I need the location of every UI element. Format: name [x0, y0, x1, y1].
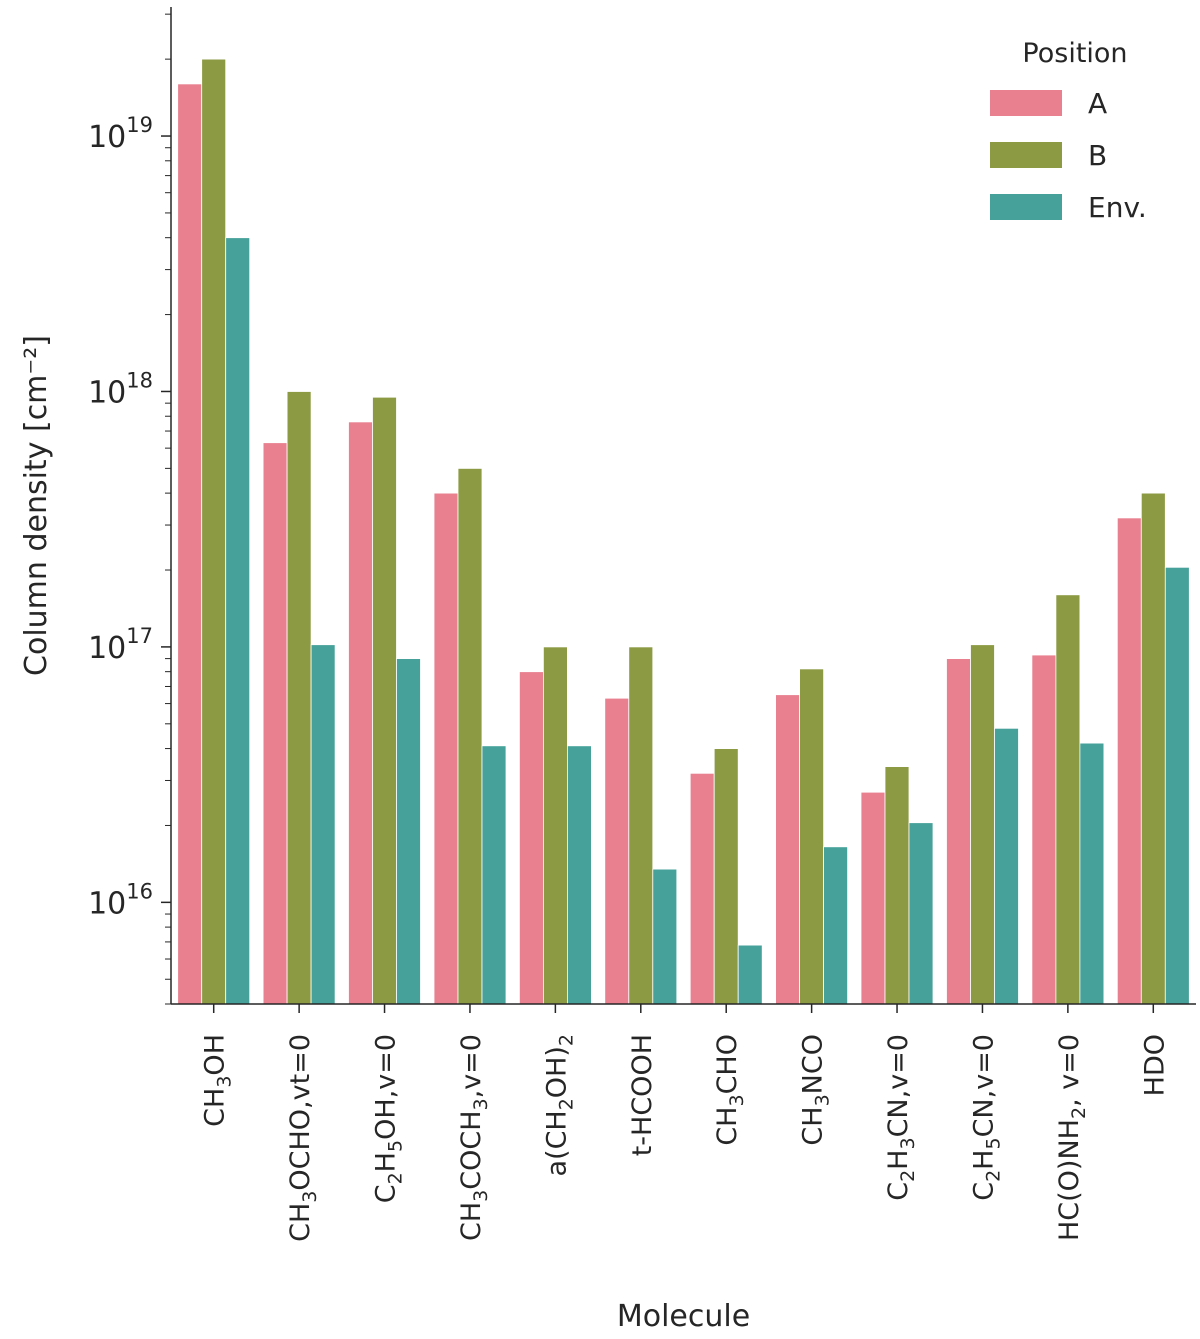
bar-b-7 [713, 748, 739, 1005]
bar-b-12 [1140, 492, 1166, 1005]
bar-b-2 [286, 391, 312, 1005]
x-tick-label: HC(O)NH2, v=0 [1054, 1034, 1090, 1241]
bar-a-3 [348, 421, 373, 1005]
bar-env-5 [567, 745, 592, 1005]
bar-env-11 [1079, 742, 1105, 1005]
bar-env-2 [310, 644, 336, 1005]
x-tick-label: CH3COCH3,v=0 [456, 1034, 492, 1241]
legend-swatch-3 [990, 194, 1062, 220]
x-axis-label: Molecule [617, 1299, 750, 1334]
bar-a-12 [1116, 517, 1142, 1005]
bar-b-11 [1055, 594, 1081, 1005]
legend-label-1: A [1088, 87, 1107, 120]
bar-a-7 [689, 772, 715, 1005]
bar-a-9 [860, 791, 886, 1005]
x-tick-label: t-HCOOH [627, 1034, 658, 1156]
bar-env-8 [823, 846, 848, 1005]
x-tick-label: CH3CHO [712, 1034, 748, 1146]
x-tick-label: C2H3CN,v=0 [883, 1034, 919, 1201]
bar-b-8 [799, 668, 824, 1005]
bar-env-3 [396, 658, 421, 1005]
x-tick-label: CH3NCO [798, 1034, 834, 1146]
y-tick-label: 1017 [88, 624, 153, 666]
x-ticks: CH3OH CH3OCHO,vt=0 C2H5OH,v=0 CH3COCH3,v=0 a… [200, 1004, 1170, 1242]
legend-swatch-2 [990, 142, 1062, 168]
bar-b-10 [970, 644, 995, 1005]
bar-b-9 [884, 766, 910, 1005]
y-tick-label: 1018 [88, 368, 153, 410]
bars-group [177, 58, 1190, 1005]
x-tick-label: a(CH2OH)2 [541, 1034, 577, 1177]
bar-env-4 [481, 745, 507, 1005]
bar-a-11 [1031, 654, 1057, 1005]
bar-b-5 [543, 646, 568, 1005]
bar-b-1 [201, 58, 227, 1005]
legend: Position AB Env. [990, 38, 1147, 224]
bar-b-4 [457, 467, 483, 1005]
bar-env-7 [737, 944, 763, 1005]
bar-a-2 [262, 442, 288, 1005]
bar-env-12 [1164, 566, 1190, 1005]
bar-a-10 [946, 658, 971, 1005]
bar-a-8 [775, 694, 800, 1005]
bar-env-10 [994, 727, 1019, 1005]
x-tick-label: C2H5OH,v=0 [371, 1034, 407, 1203]
legend-swatch-1 [990, 90, 1062, 116]
bar-b-3 [372, 396, 397, 1005]
bar-b-6 [628, 646, 654, 1005]
x-tick-label: CH3OH [200, 1034, 236, 1127]
legend-title: Position [1022, 38, 1127, 69]
bar-env-1 [225, 237, 251, 1005]
x-tick-label: C2H5CN,v=0 [969, 1034, 1005, 1201]
x-tick-label: CH3OCHO,vt=0 [285, 1034, 321, 1242]
bar-env-6 [652, 868, 678, 1005]
y-ticks: 1016 1017 1018 1019 [88, 13, 171, 1005]
y-tick-label: 1016 [88, 879, 153, 921]
x-tick-label: HDO [1139, 1034, 1170, 1096]
legend-label-3: Env. [1088, 191, 1147, 224]
bar-a-1 [177, 83, 203, 1005]
y-tick-label: 1019 [88, 113, 153, 155]
bar-a-6 [604, 697, 630, 1005]
bar-a-5 [519, 671, 544, 1005]
bar-a-4 [433, 492, 459, 1005]
legend-label-2: B [1088, 139, 1107, 172]
y-axis-label: Column density [cm⁻²] [19, 335, 54, 676]
bar-env-9 [908, 822, 934, 1005]
